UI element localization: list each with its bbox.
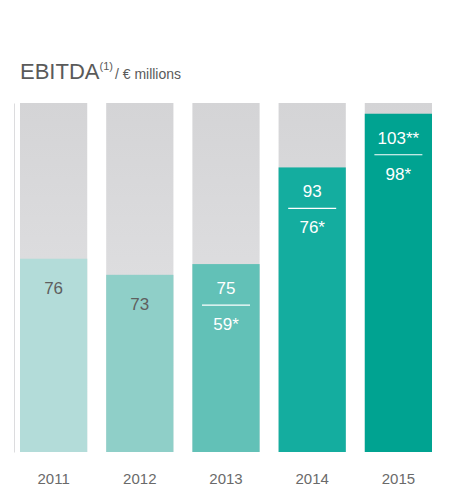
bar-background (365, 103, 432, 452)
x-axis-line (21, 452, 433, 453)
data-label: 73 (130, 295, 149, 314)
bar (106, 275, 173, 452)
title-superscript: (1) (99, 60, 112, 72)
x-tick: 2014 (296, 452, 329, 487)
data-label: 103** (378, 129, 420, 148)
bar (279, 167, 346, 452)
label-divider (288, 208, 336, 209)
label-divider (202, 304, 250, 305)
adjusted-data-label: 98* (386, 165, 412, 184)
bar (192, 264, 259, 452)
data-label: 75 (217, 279, 236, 298)
bar (20, 259, 87, 452)
bar-background (106, 103, 173, 452)
y-axis (14, 104, 15, 453)
y-axis-line (14, 104, 15, 453)
bar-background (192, 103, 259, 452)
x-tick: 2015 (382, 452, 415, 487)
plot-area (20, 103, 432, 452)
x-tick-label: 2011 (37, 470, 69, 487)
title: EBITDA(1)/ € millions (20, 59, 181, 84)
x-tick-label: 2014 (296, 470, 329, 487)
x-tick-label: 2013 (209, 470, 242, 487)
bar (365, 114, 432, 452)
x-axis: 2011 2012 2013 2014 2015 (21, 452, 433, 487)
chart: EBITDA(1)/ € millions2011201220132014201… (0, 0, 449, 497)
title-main: EBITDA (20, 59, 100, 84)
bar-background (279, 103, 346, 452)
label-divider (374, 154, 422, 155)
adjusted-data-label: 76* (299, 218, 325, 237)
x-tick: 2013 (209, 452, 242, 487)
x-tick-label: 2012 (123, 470, 156, 487)
x-tick-label: 2015 (382, 470, 415, 487)
x-tick: 2011 (37, 452, 69, 487)
subtitle: / € millions (115, 66, 181, 82)
x-tick: 2012 (123, 452, 156, 487)
adjusted-data-label: 59* (213, 315, 239, 334)
data-label: 76 (44, 279, 63, 298)
bar-background (20, 103, 87, 452)
data-label: 93 (303, 182, 322, 201)
data-labels: 76 73 75 59* 93 76* 103** 98* (44, 129, 422, 334)
